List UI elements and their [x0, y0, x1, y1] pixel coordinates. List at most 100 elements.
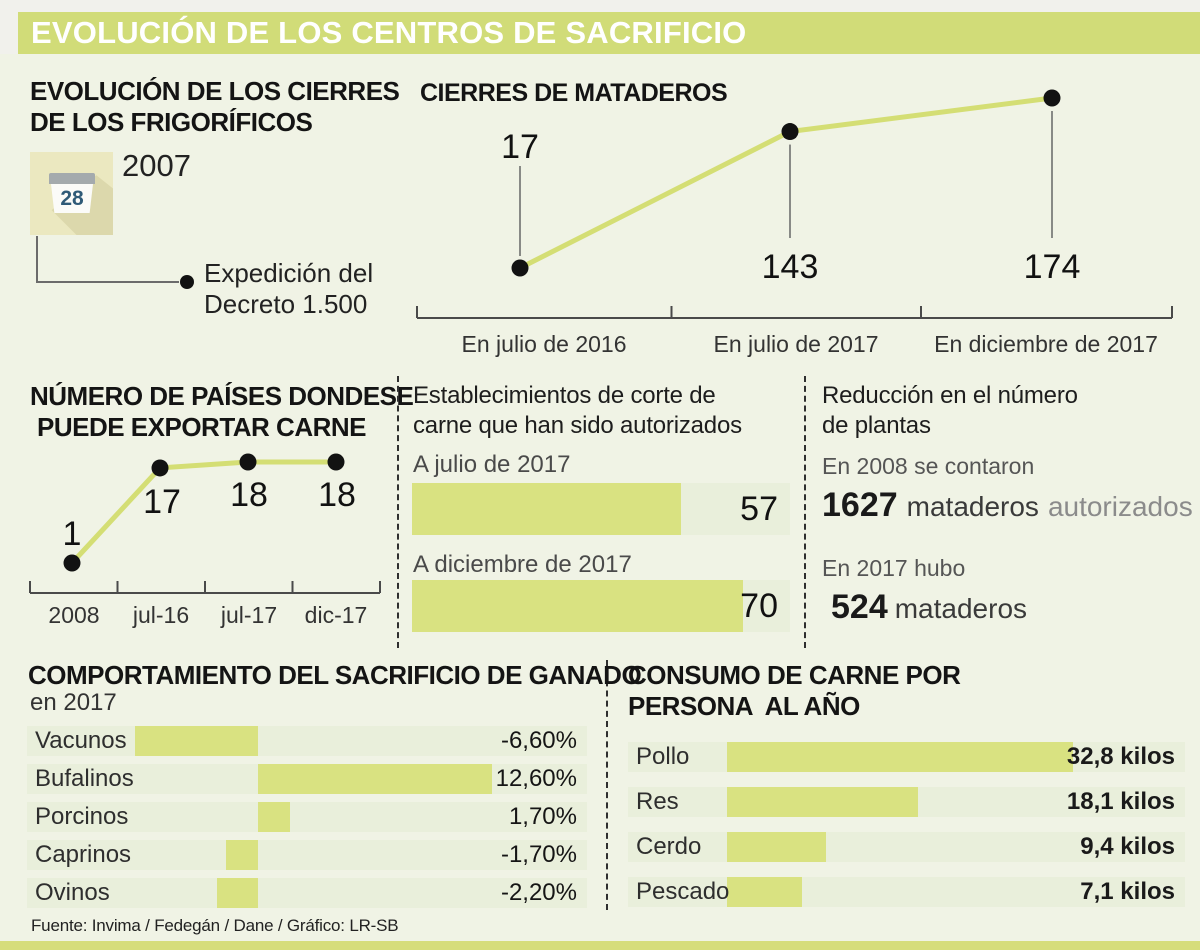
paises-title-line2: PUEDE EXPORTAR CARNE: [37, 412, 367, 442]
consumo-title-line1: CONSUMO DE CARNE POR: [628, 660, 961, 690]
calendar-tile: 28: [30, 152, 113, 235]
trend-line: [518, 95, 1053, 271]
consumo-title-line2: PERSONA AL AÑO: [628, 691, 860, 721]
bar-category-label: Cerdo: [636, 833, 702, 860]
calendar-icon: [49, 173, 95, 184]
frigorificos-title: EVOLUCIÓN DE LOS CIERRES DE LOS FRIGORÍF…: [30, 76, 400, 138]
bar-row: Res 18,1 kilos: [628, 787, 1185, 817]
bar-category-label: Ovinos: [35, 879, 110, 906]
x-tick-label: En julio de 2016: [461, 331, 627, 357]
bar-value: -6,60%: [500, 727, 577, 754]
bar-value: 70: [740, 587, 778, 625]
bar-category-label: A julio de 2017: [413, 451, 571, 478]
data-label: 18: [230, 476, 268, 514]
paises-title-line1: NÚMERO DE PAÍSES DONDESE: [30, 381, 414, 411]
data-label: 18: [318, 476, 356, 514]
bar-category-label: Caprinos: [35, 841, 132, 868]
bar-value: 57: [740, 490, 778, 528]
bar-category-label: Pollo: [636, 743, 690, 770]
cierres-line-chart: [416, 89, 1173, 319]
establecimientos-title-line1: Establecimientos de corte de: [413, 382, 716, 409]
left-margin: [0, 12, 18, 54]
frigorificos-title-line1: EVOLUCIÓN DE LOS CIERRES: [30, 76, 400, 106]
data-label: 17: [501, 128, 539, 166]
data-point: [63, 554, 81, 572]
bar-fill: [412, 580, 743, 632]
bar-fill: [217, 878, 258, 908]
header-bar: EVOLUCIÓN DE LOS CENTROS DE SACRIFICIO: [18, 12, 1200, 54]
bar-row: Caprinos -1,70%: [27, 840, 587, 870]
section-divider: [397, 376, 399, 648]
data-point: [511, 259, 529, 277]
reduccion-figure-2017: 524 mataderos: [831, 588, 1027, 627]
bar-category-label: Res: [636, 788, 679, 815]
bar-row: Ovinos -2,20%: [27, 878, 587, 908]
x-tick-label: En diciembre de 2017: [934, 331, 1158, 357]
reduccion-title-line2: de plantas: [822, 412, 931, 439]
section-divider: [804, 376, 806, 648]
section-divider: [606, 660, 608, 910]
reduccion-intro-2017: En 2017 hubo: [822, 555, 966, 581]
data-point: [151, 459, 169, 477]
x-axis: [416, 306, 1173, 319]
mataderos-2017-unit: mataderos: [894, 593, 1028, 624]
bar-value: -2,20%: [500, 879, 577, 906]
bar-category-label: Bufalinos: [35, 765, 134, 792]
bar-row: 57: [412, 483, 790, 535]
bar-fill: [226, 840, 258, 870]
x-tick-label: jul-16: [132, 602, 190, 628]
bar-row: 70: [412, 580, 790, 632]
bar-fill: [727, 787, 918, 817]
consumo-title: CONSUMO DE CARNE POR PERSONA AL AÑO: [628, 660, 961, 722]
connector-dot: [180, 275, 194, 289]
bar-fill: [412, 483, 682, 535]
calendar-page-icon: 28: [51, 184, 93, 213]
bar-row: Vacunos -6,60%: [27, 726, 587, 756]
source-credit: Fuente: Invima / Fedegán / Dane / Gráfic…: [31, 916, 399, 935]
reduccion-figure-2008: 1627 mataderos autorizados: [822, 486, 1193, 525]
data-label: 1: [62, 515, 82, 553]
mataderos-2008-unit: mataderos: [906, 491, 1039, 522]
x-tick-label: jul-17: [220, 602, 278, 628]
decree-note: Expedición del Decreto 1.500: [204, 258, 373, 320]
decree-note-line2: Decreto 1.500: [204, 289, 368, 319]
bar-fill: [727, 877, 802, 907]
x-tick-label: En julio de 2017: [713, 331, 879, 357]
sacrificio-subtitle: en 2017: [30, 689, 117, 716]
frigorificos-title-line2: DE LOS FRIGORÍFICOS: [30, 107, 313, 137]
mataderos-2017-count: 524: [831, 588, 888, 626]
bar-value: -1,70%: [500, 841, 577, 868]
trend-line: [70, 459, 336, 565]
reduccion-intro-2008: En 2008 se contaron: [822, 453, 1035, 479]
data-label: 174: [1023, 248, 1081, 286]
bar-fill: [258, 764, 492, 794]
bar-category-label: Vacunos: [35, 727, 127, 754]
sacrificio-title: COMPORTAMIENTO DEL SACRIFICIO DE GANADO: [28, 660, 642, 690]
bar-category-label: Porcinos: [35, 803, 129, 830]
bar-category-label: Pescado: [636, 878, 730, 905]
mataderos-2008-count: 1627: [822, 486, 898, 524]
cierres-chart-title: CIERRES DE MATADEROS: [420, 79, 728, 107]
x-axis: [29, 581, 381, 594]
paises-chart-title: NÚMERO DE PAÍSES DONDESE PUEDE EXPORTAR …: [30, 381, 414, 443]
mataderos-2008-suffix: autorizados: [1047, 491, 1193, 522]
establecimientos-title: Establecimientos de corte de carne que h…: [413, 381, 742, 441]
reduccion-title-line1: Reducción en el número: [822, 382, 1078, 409]
bar-fill: [258, 802, 290, 832]
bar-row: Porcinos 1,70%: [27, 802, 587, 832]
bar-fill: [727, 832, 827, 862]
paises-line-chart: [29, 453, 381, 594]
decree-note-line1: Expedición del: [204, 258, 374, 288]
x-tick-label: 2008: [48, 602, 100, 628]
reduccion-title: Reducción en el número de plantas: [822, 381, 1078, 441]
connector-line-horizontal: [36, 281, 179, 283]
year-label: 2007: [122, 148, 191, 183]
bar-value: 18,1 kilos: [1066, 788, 1175, 815]
bar-row: Bufalinos 12,60%: [27, 764, 587, 794]
x-tick-label: dic-17: [304, 602, 368, 628]
page-title: EVOLUCIÓN DE LOS CENTROS DE SACRIFICIO: [31, 15, 747, 50]
data-point: [781, 123, 799, 141]
bar-value: 1,70%: [508, 803, 577, 830]
bar-value: 7,1 kilos: [1080, 878, 1175, 905]
